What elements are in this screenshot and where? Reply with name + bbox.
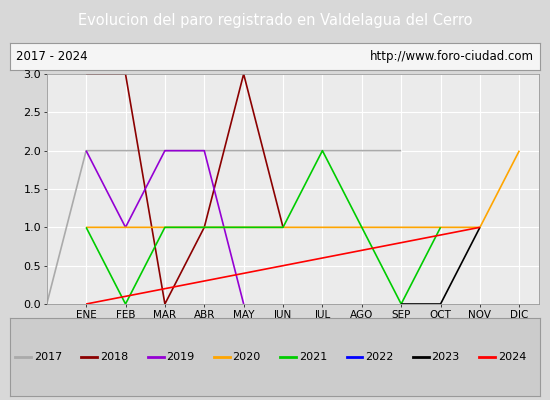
Text: 2019: 2019: [166, 352, 195, 362]
Text: Evolucion del paro registrado en Valdelagua del Cerro: Evolucion del paro registrado en Valdela…: [78, 14, 472, 28]
Text: http://www.foro-ciudad.com: http://www.foro-ciudad.com: [370, 50, 534, 63]
Text: 2017: 2017: [34, 352, 62, 362]
Text: 2024: 2024: [498, 352, 526, 362]
Text: 2021: 2021: [299, 352, 327, 362]
Text: 2020: 2020: [233, 352, 261, 362]
Text: 2023: 2023: [431, 352, 460, 362]
Text: 2017 - 2024: 2017 - 2024: [16, 50, 88, 63]
Text: 2022: 2022: [365, 352, 393, 362]
Text: 2018: 2018: [100, 352, 128, 362]
